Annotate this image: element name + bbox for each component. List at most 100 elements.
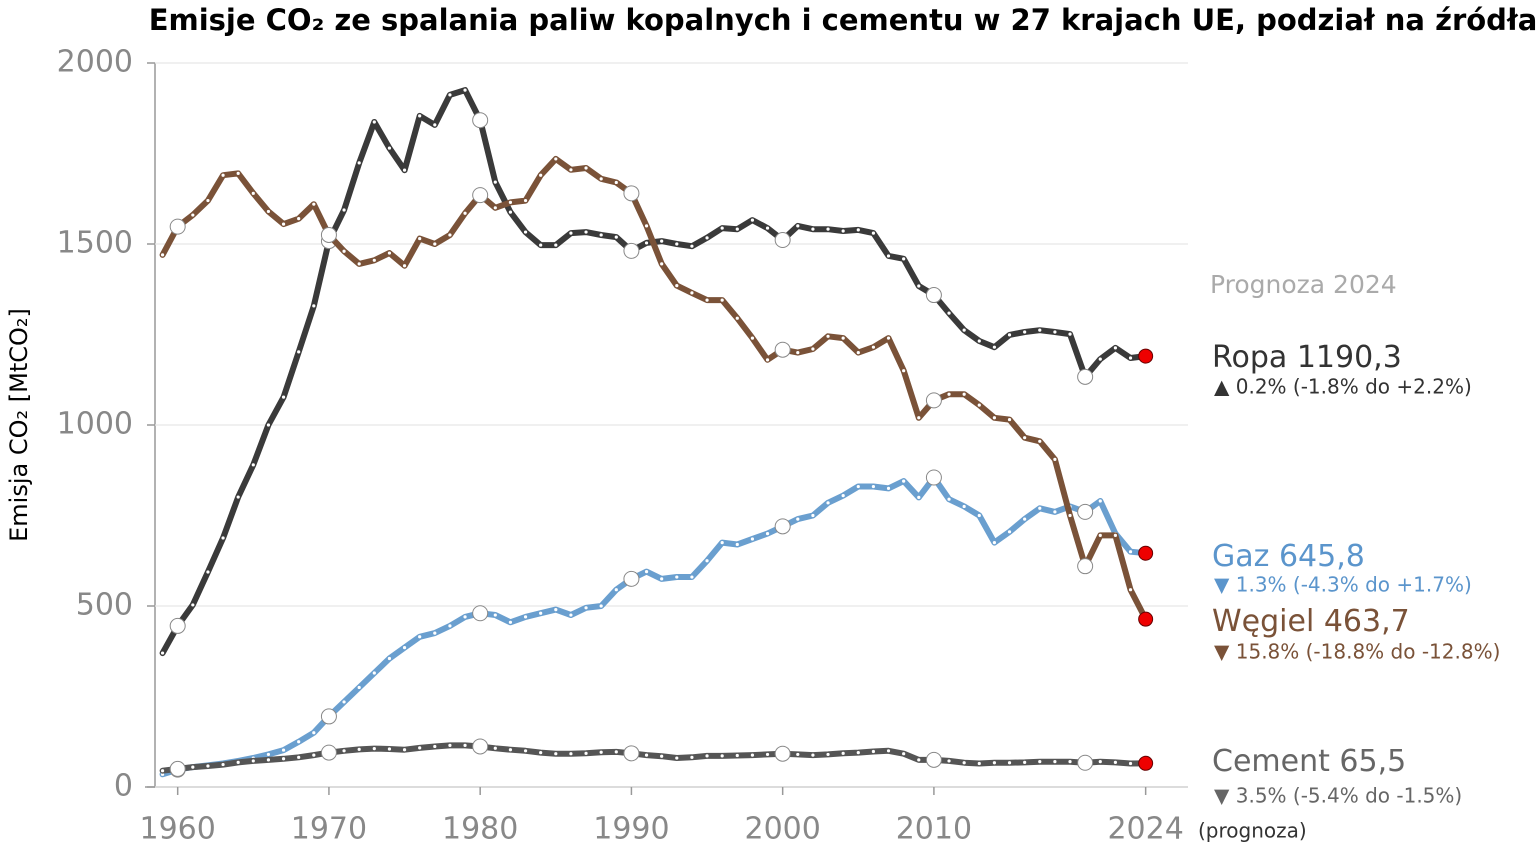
point (342, 208, 346, 212)
point (705, 559, 709, 563)
point (811, 513, 815, 518)
point (1038, 328, 1042, 332)
point (281, 222, 286, 226)
point (886, 336, 891, 340)
point (191, 213, 195, 217)
point (472, 112, 489, 129)
point (569, 752, 573, 756)
point (539, 243, 543, 247)
point (372, 258, 376, 262)
point (569, 613, 573, 617)
point (236, 495, 240, 499)
point (856, 484, 860, 489)
point (614, 750, 618, 754)
point (448, 233, 452, 237)
point (917, 284, 921, 288)
point (1077, 558, 1094, 575)
point (266, 752, 271, 757)
point (402, 168, 407, 172)
point (796, 517, 800, 521)
point (523, 198, 528, 203)
point (947, 392, 951, 396)
series-change: ▲ 0.2% (-1.8% do +2.2%) (1214, 375, 1472, 399)
point (826, 501, 830, 505)
point (902, 752, 906, 756)
point (493, 746, 497, 750)
point (675, 284, 679, 288)
point (297, 217, 301, 221)
point (675, 575, 679, 579)
x-tick-label: 1980 (442, 812, 518, 847)
point (1098, 499, 1102, 503)
point (902, 369, 906, 373)
point (402, 264, 407, 268)
point (947, 759, 951, 763)
point (1077, 754, 1094, 771)
point (623, 185, 640, 202)
point (992, 541, 997, 545)
series-change: ▼ 3.5% (-5.4% do -1.5%) (1214, 784, 1462, 808)
point (402, 748, 407, 752)
point (160, 651, 165, 655)
point (614, 588, 618, 592)
point (774, 518, 791, 535)
forecast-point (1138, 545, 1154, 561)
point (1053, 510, 1057, 514)
forecast-point (1138, 611, 1154, 627)
point (312, 753, 316, 757)
point (856, 228, 860, 232)
point (1007, 530, 1012, 534)
point (720, 541, 724, 545)
point (554, 608, 558, 612)
point (811, 347, 815, 351)
point (1068, 513, 1072, 518)
point (554, 243, 558, 247)
point (418, 746, 422, 750)
point (508, 210, 513, 214)
point (720, 298, 724, 302)
point (357, 685, 361, 690)
point (614, 235, 618, 239)
point (191, 603, 195, 607)
point (266, 423, 271, 427)
point (539, 751, 543, 755)
point (690, 244, 694, 248)
point (1007, 761, 1012, 765)
point (690, 575, 694, 579)
point (644, 224, 649, 228)
y-axis-label: Emisja CO₂ [MtCO₂] (5, 308, 33, 542)
x-tick-label: 2010 (896, 812, 972, 847)
point (387, 146, 392, 150)
point (448, 743, 452, 747)
series-label: Ropa 1190,3 (1212, 340, 1402, 375)
point (917, 416, 921, 420)
point (856, 351, 860, 355)
y-tick-label: 0 (114, 769, 133, 804)
point (191, 765, 195, 769)
point (841, 751, 845, 755)
point (886, 749, 891, 753)
series-line (159, 87, 1149, 657)
point (1128, 588, 1133, 592)
point (1068, 332, 1072, 336)
point (297, 740, 301, 744)
point (917, 495, 921, 499)
point (774, 341, 791, 358)
x-tick-label: 2000 (744, 812, 820, 847)
point (720, 754, 724, 758)
point (281, 757, 286, 761)
point (774, 745, 791, 762)
series-line (159, 474, 1149, 778)
point (599, 750, 603, 754)
point (644, 753, 649, 757)
series-name: Cement (1212, 744, 1330, 779)
point (206, 198, 210, 203)
point (826, 752, 830, 757)
point (690, 291, 694, 295)
x-tick-label: 1970 (291, 812, 367, 847)
point (599, 604, 603, 608)
point (871, 231, 876, 235)
series-change: ▼ 1.3% (-4.3% do +1.7%) (1214, 573, 1472, 597)
point (675, 242, 679, 246)
point (765, 752, 770, 757)
